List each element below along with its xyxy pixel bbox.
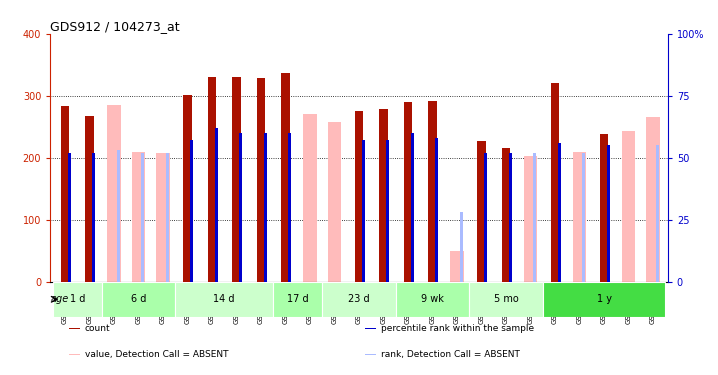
Bar [274, 282, 322, 316]
Bar [600, 134, 608, 282]
Bar [281, 73, 290, 282]
Bar [543, 282, 666, 316]
Bar [558, 143, 561, 282]
Bar [264, 133, 267, 282]
Bar [646, 117, 660, 282]
Bar [183, 95, 192, 282]
Bar [428, 101, 437, 282]
Text: count: count [85, 324, 111, 333]
Bar [362, 141, 365, 282]
Bar [303, 114, 317, 282]
Text: 1 d: 1 d [70, 294, 85, 304]
Bar [93, 153, 95, 282]
Text: 14 d: 14 d [213, 294, 235, 304]
Bar [477, 141, 486, 282]
Bar [509, 153, 512, 282]
Bar [533, 153, 536, 282]
Bar [365, 328, 376, 329]
Bar [485, 153, 488, 282]
Text: percentile rank within the sample: percentile rank within the sample [381, 324, 534, 333]
Text: 17 d: 17 d [287, 294, 309, 304]
Bar [656, 146, 659, 282]
Bar [289, 133, 292, 282]
Bar [607, 146, 610, 282]
Bar [208, 77, 216, 282]
Bar [365, 354, 376, 356]
Bar [386, 141, 389, 282]
Text: value, Detection Call = ABSENT: value, Detection Call = ABSENT [85, 350, 228, 359]
Bar [396, 282, 470, 316]
Bar [404, 102, 412, 282]
Bar [379, 110, 388, 282]
Bar [257, 78, 265, 282]
Bar [327, 122, 341, 282]
Bar [435, 138, 439, 282]
Bar [502, 148, 510, 282]
Bar [355, 111, 363, 282]
Text: 23 d: 23 d [348, 294, 370, 304]
Bar [157, 153, 169, 282]
Bar [622, 130, 635, 282]
Text: 6 d: 6 d [131, 294, 146, 304]
Bar [107, 105, 121, 282]
Text: 1 y: 1 y [597, 294, 612, 304]
Bar [411, 133, 414, 282]
Bar [322, 282, 396, 316]
Text: age: age [51, 294, 69, 304]
Bar [450, 251, 464, 282]
Text: 5 mo: 5 mo [494, 294, 518, 304]
Bar [69, 328, 80, 329]
Bar [582, 153, 585, 282]
Bar [239, 133, 243, 282]
Bar [460, 212, 463, 282]
Text: GDS912 / 104273_at: GDS912 / 104273_at [50, 20, 180, 33]
Bar [52, 282, 102, 316]
Bar [117, 150, 120, 282]
Bar [470, 282, 543, 316]
Bar [131, 152, 145, 282]
Bar [166, 153, 169, 282]
Bar [175, 282, 274, 316]
Bar [85, 116, 94, 282]
Bar [551, 83, 559, 282]
Text: rank, Detection Call = ABSENT: rank, Detection Call = ABSENT [381, 350, 520, 359]
Bar [69, 354, 80, 356]
Bar [215, 128, 218, 282]
Bar [524, 156, 537, 282]
Bar [232, 77, 241, 282]
Bar [141, 153, 144, 282]
Bar [102, 282, 175, 316]
Bar [61, 106, 69, 282]
Text: 9 wk: 9 wk [421, 294, 444, 304]
Bar [68, 153, 71, 282]
Bar [573, 152, 587, 282]
Bar [190, 141, 193, 282]
